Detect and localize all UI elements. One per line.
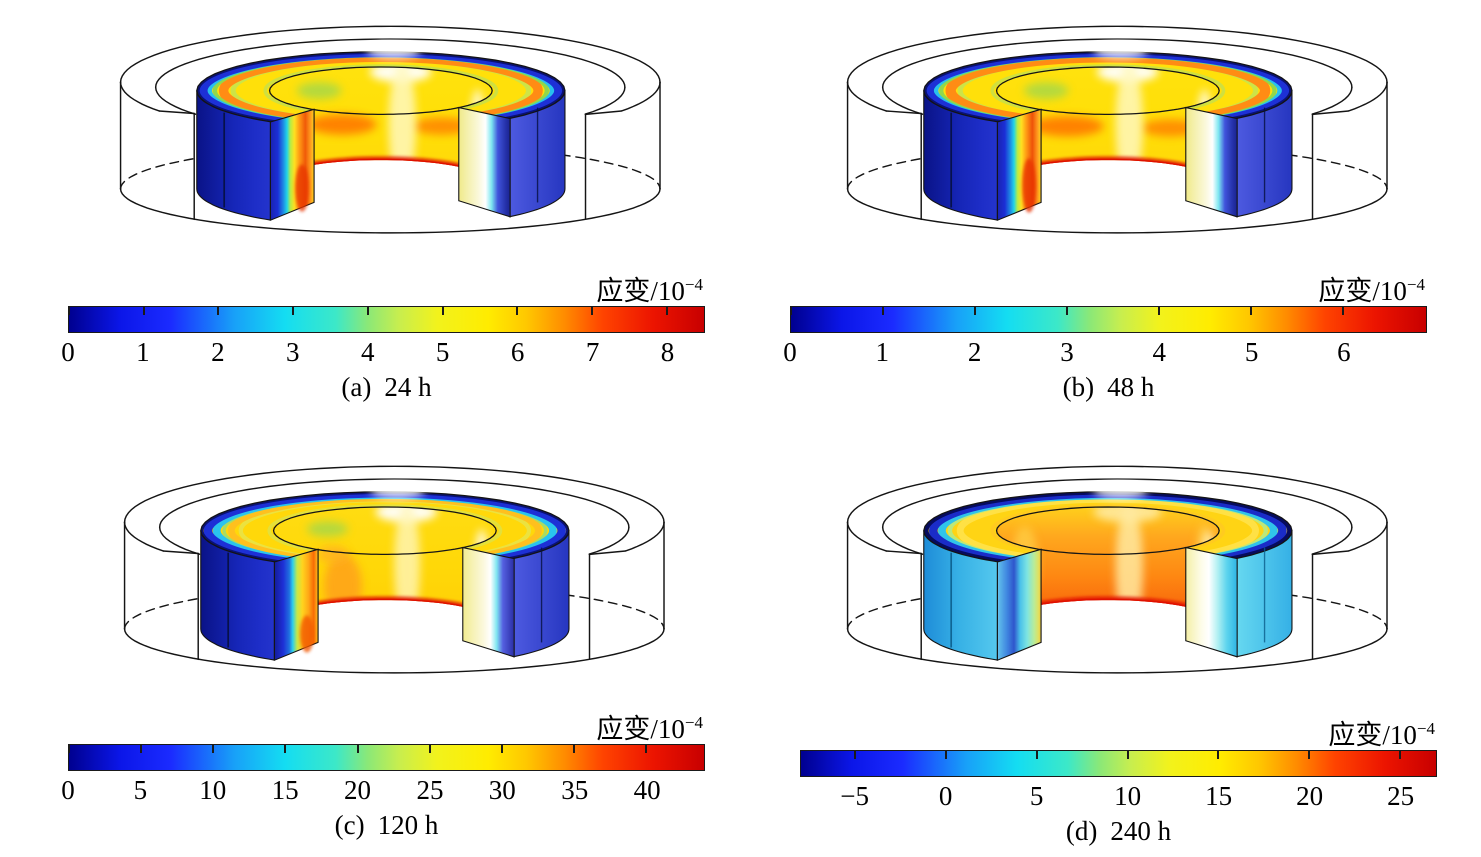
colorbar-tick-value: 0 [61, 775, 75, 805]
panel-caption: (d) 240 h [1065, 816, 1172, 846]
colorbar-block-d: 应变/10−4 −5 0 5 10 15 20 25 (d) 240 h [800, 716, 1437, 856]
colorbar-gradient [800, 750, 1437, 777]
colorbar-gradient [790, 306, 1427, 333]
colorbar-tickmark [1308, 751, 1310, 759]
colorbar-tick-value: 3 [286, 337, 300, 367]
colorbar-tickmark [590, 307, 593, 315]
colorbar-tick-value: 1 [875, 337, 890, 367]
figure-3d-cylinder-d [845, 446, 1393, 700]
colorbar-tickmark [140, 745, 143, 753]
colorbar-tick-value: 6 [1337, 337, 1351, 367]
colorbar-tickmark [1158, 307, 1161, 315]
colorbar-tickmark [68, 307, 70, 315]
colorbar-tick-value: 20 [344, 775, 372, 805]
colorbar-tickmark [284, 745, 287, 753]
colorbar-tickmark [1398, 751, 1401, 759]
colorbar-tick-value: 30 [488, 775, 516, 805]
colorbar-tickmark [665, 307, 668, 315]
colorbar-tick-value: 8 [660, 337, 675, 367]
colorbar-tick-labels: −5 0 5 10 15 20 25 [800, 780, 1437, 812]
colorbar-tick-labels: 0 1 2 3 4 5 6 [783, 336, 1427, 368]
colorbar-tickmark [217, 307, 220, 315]
colorbar-tick-value: 0 [938, 781, 953, 811]
colorbar-tickmark [790, 307, 792, 315]
colorbar-tick-value: 3 [1060, 337, 1074, 367]
colorbar-tick-value: 40 [633, 775, 661, 805]
colorbar-tickmark [1342, 307, 1345, 315]
colorbar-tick-value: −5 [840, 781, 869, 811]
colorbar-tick-value: 15 [1205, 781, 1233, 811]
colorbar-tick-value: 4 [361, 337, 375, 367]
colorbar-gradient [68, 306, 705, 333]
colorbar-tickmark [212, 745, 215, 753]
colorbar-tick-value: 2 [967, 337, 982, 367]
colorbar-tick-value: 10 [199, 775, 227, 805]
colorbar-tick-value: 1 [136, 337, 150, 367]
colorbar-tick-value: 0 [61, 337, 75, 367]
panel-caption: (b) 48 h [1062, 372, 1155, 402]
colorbar-tick-value: 15 [271, 775, 299, 805]
colorbar-tickmark [1126, 751, 1129, 759]
colorbar-tickmark [1250, 307, 1253, 315]
colorbar-tick-value: 7 [585, 337, 600, 367]
colorbar-tickmark [882, 307, 884, 315]
colorbar-tick-value: 20 [1296, 781, 1324, 811]
colorbar-tick-value: 6 [510, 337, 525, 367]
colorbar-tickmark [356, 745, 359, 753]
colorbar-label: 应变/10−4 [596, 713, 703, 744]
colorbar-label: 应变/10−4 [1318, 275, 1425, 306]
colorbar-tickmark [573, 745, 576, 753]
colorbar-tick-value: 35 [561, 775, 589, 805]
colorbar-tickmark [516, 307, 519, 315]
colorbar-tick-value: 0 [783, 337, 797, 367]
colorbar-tick-labels: 0 1 2 3 4 5 6 7 8 [61, 336, 705, 368]
figure-3d-cylinder-a [118, 6, 666, 260]
colorbar-tick-value: 5 [133, 775, 148, 805]
colorbar-label: 应变/10−4 [596, 275, 703, 306]
colorbar-tickmark [1066, 307, 1069, 315]
panel-caption: (a) 24 h [341, 372, 432, 402]
colorbar-tickmark [142, 307, 145, 315]
colorbar-tick-value: 2 [211, 337, 225, 367]
colorbar-gradient [68, 744, 705, 771]
colorbar-tickmark [645, 745, 648, 753]
colorbar-block-b: 应变/10−4 0 1 2 3 4 5 6 (b) 48 h [783, 272, 1427, 412]
colorbar-tickmark [292, 307, 295, 315]
colorbar-block-a: 应变/10−4 0 1 2 3 4 5 6 7 8 (a) 24 h [61, 272, 705, 412]
colorbar-tickmark [1035, 751, 1038, 759]
colorbar-tick-value: 5 [1029, 781, 1044, 811]
figure-3d-cylinder-c [122, 446, 670, 700]
colorbar-tickmark [68, 745, 70, 753]
colorbar-tick-value: 10 [1114, 781, 1142, 811]
colorbar-tickmark [974, 307, 977, 315]
colorbar-tick-value: 4 [1152, 337, 1167, 367]
colorbar-tickmark [854, 751, 857, 759]
colorbar-tickmark [366, 307, 369, 315]
colorbar-tick-value: 25 [416, 775, 444, 805]
colorbar-tickmark [500, 745, 503, 753]
figure-3d-cylinder-b [845, 6, 1393, 260]
colorbar-tickmark [1217, 751, 1220, 759]
colorbar-tickmark [945, 751, 948, 759]
panel-caption: (c) 120 h [334, 810, 439, 840]
colorbar-label: 应变/10−4 [1328, 719, 1435, 750]
colorbar-tickmark [428, 745, 431, 753]
colorbar-tick-value: 5 [435, 337, 450, 367]
colorbar-tick-value: 25 [1387, 781, 1415, 811]
colorbar-tick-value: 5 [1244, 337, 1259, 367]
colorbar-block-c: 应变/10−4 0 5 10 15 20 25 30 35 40 (c) 120 h [61, 710, 705, 850]
colorbar-tickmark [441, 307, 444, 315]
colorbar-tick-labels: 0 5 10 15 20 25 30 35 40 [61, 774, 705, 806]
